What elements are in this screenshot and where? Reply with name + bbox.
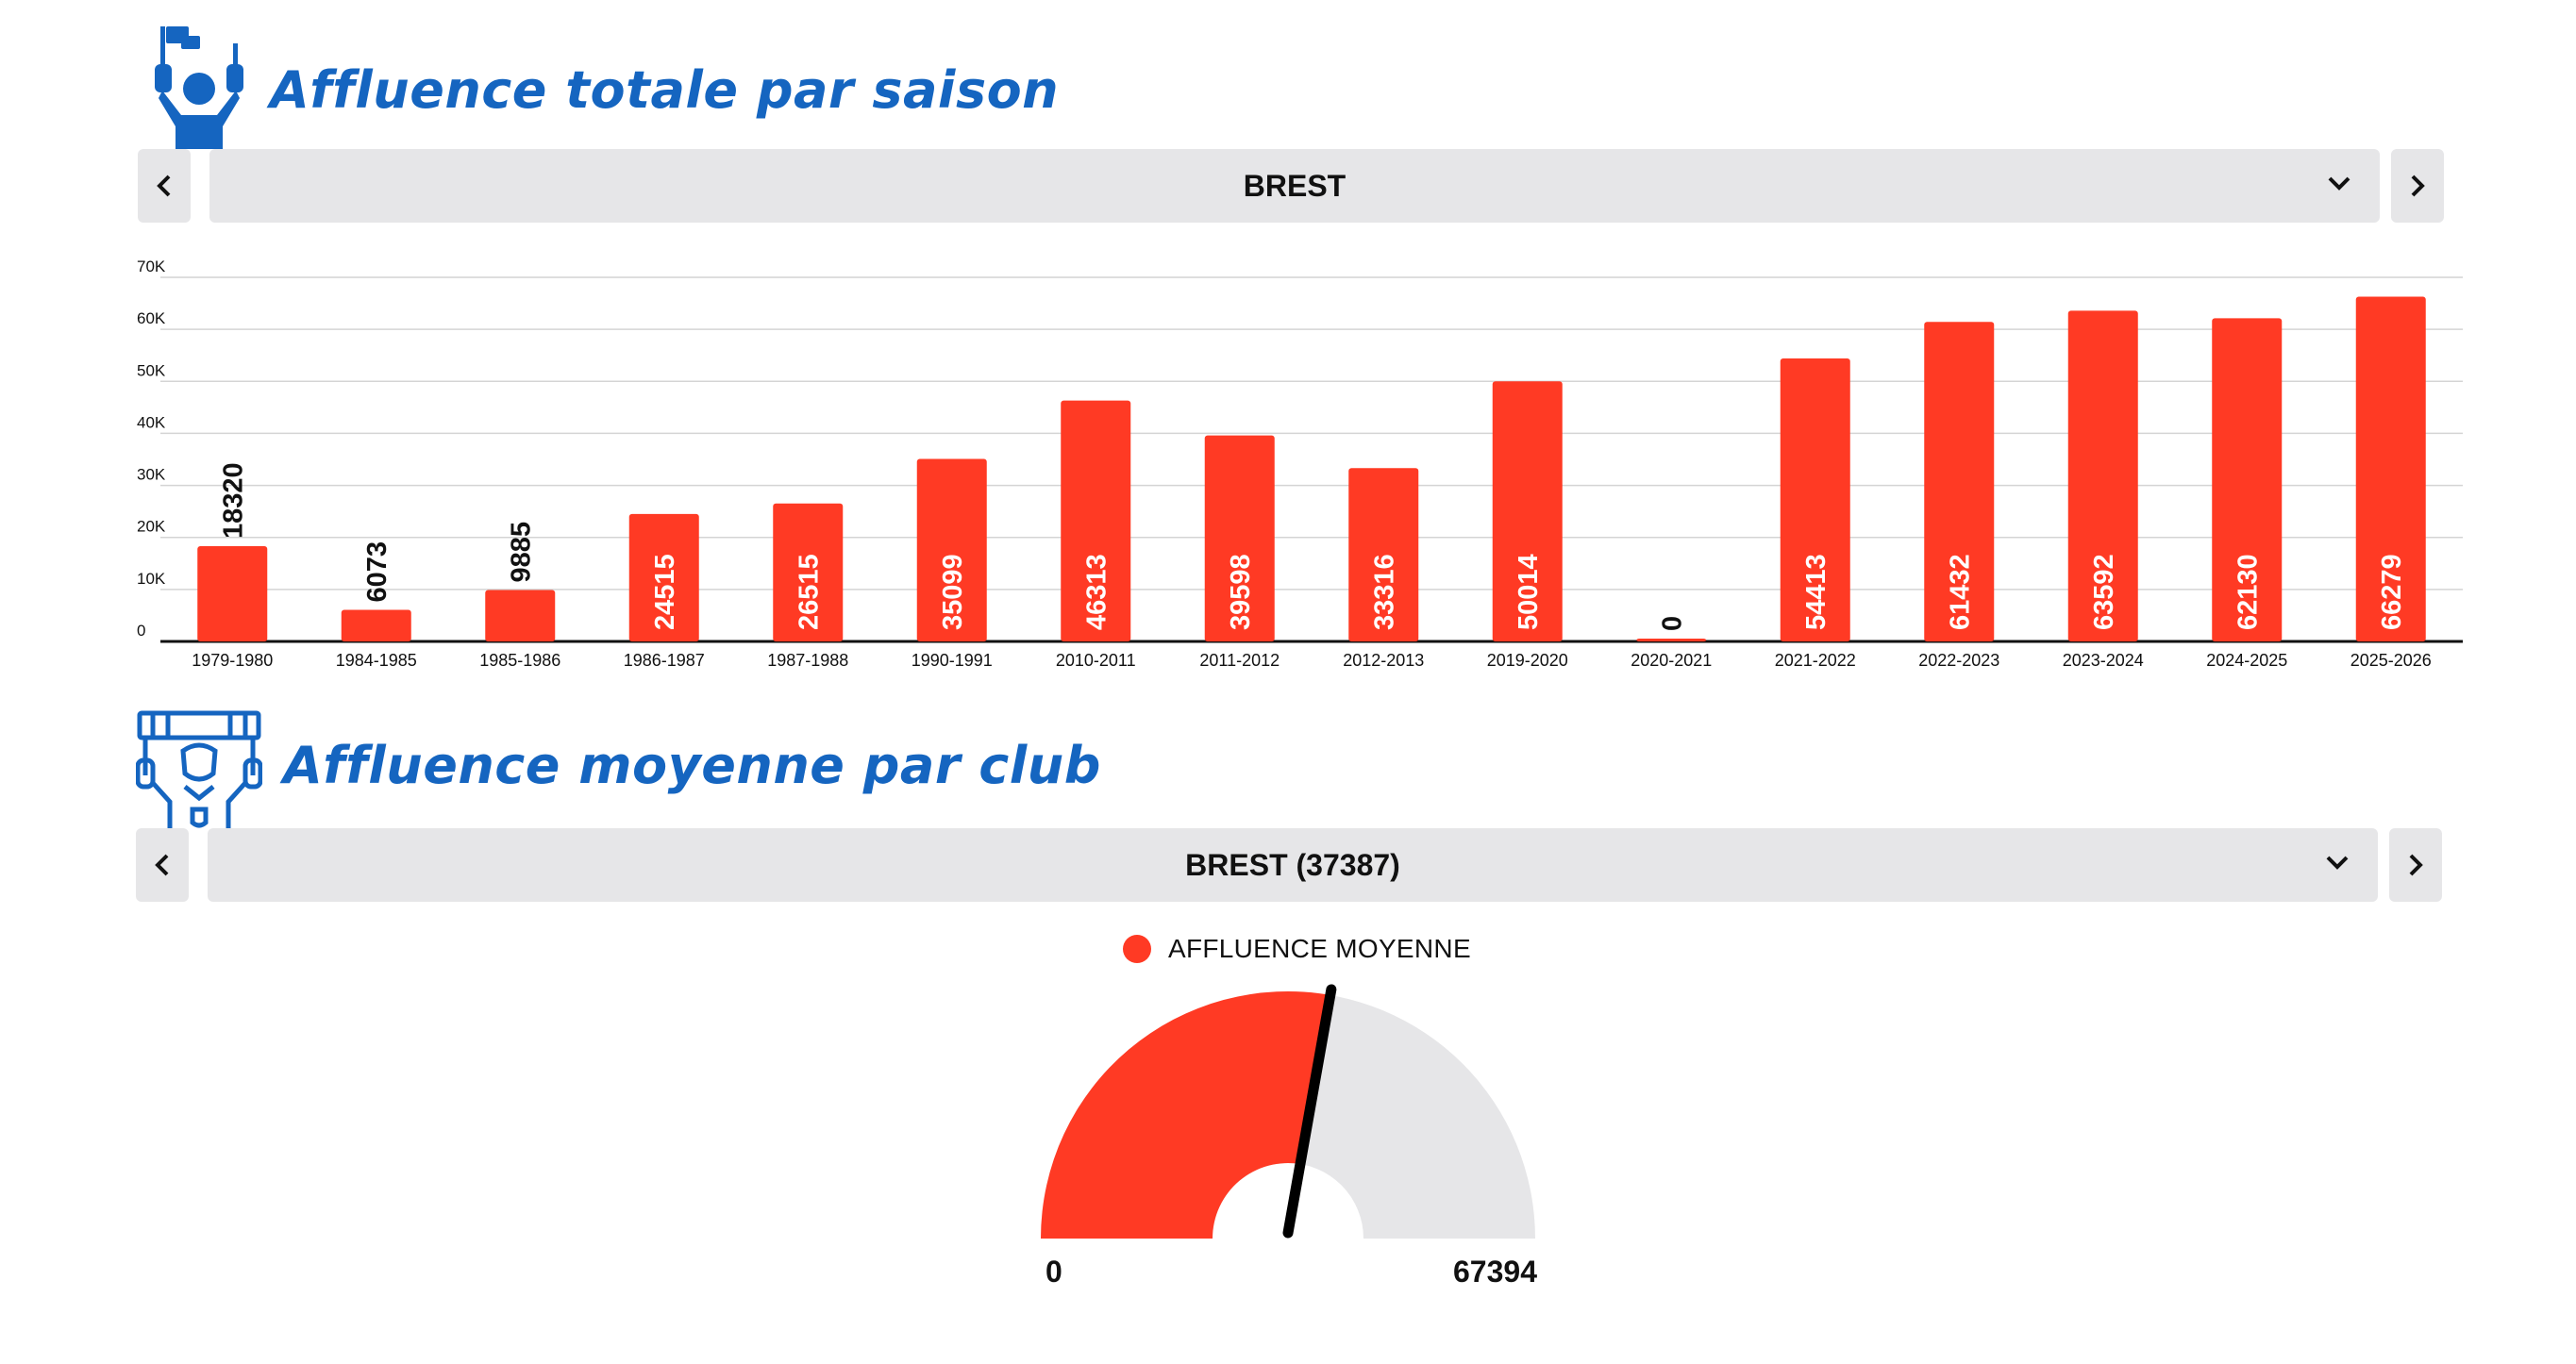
chevron-right-icon bbox=[2409, 854, 2423, 876]
bar-value-label: 63592 bbox=[2089, 554, 2119, 630]
bar-value-label: 61432 bbox=[1945, 554, 1975, 630]
bar[interactable] bbox=[1204, 435, 1275, 641]
section-title-total: Affluence totale par saison bbox=[270, 60, 1060, 120]
chevron-left-icon bbox=[157, 175, 171, 197]
x-tick-label: 2011-2012 bbox=[1199, 651, 1280, 670]
bar[interactable] bbox=[1061, 400, 1131, 641]
bar[interactable] bbox=[2067, 310, 2138, 641]
x-tick-label: 2021-2022 bbox=[1775, 651, 1856, 670]
x-tick-label: 1990-1991 bbox=[912, 651, 993, 670]
bar[interactable] bbox=[916, 458, 987, 641]
prev-club-button[interactable] bbox=[138, 149, 191, 223]
gauge-legend: AFFLUENCE MOYENNE bbox=[1123, 934, 1471, 964]
section-title-average: Affluence moyenne par club bbox=[283, 736, 1101, 795]
bar-value-label: 0 bbox=[1657, 616, 1687, 631]
x-tick-label: 1987-1988 bbox=[767, 651, 848, 670]
bar-value-label: 6073 bbox=[362, 541, 393, 603]
club-average-select-value: BREST (37387) bbox=[1185, 847, 1400, 882]
x-tick-label: 2024-2025 bbox=[2206, 651, 2287, 670]
bar[interactable] bbox=[1636, 639, 1707, 641]
x-tick-label: 2019-2020 bbox=[1487, 651, 1568, 670]
gauge-fill bbox=[1041, 991, 1330, 1239]
bar-value-label: 50014 bbox=[1514, 554, 1544, 630]
bar[interactable] bbox=[485, 590, 556, 641]
x-tick-label: 2022-2023 bbox=[1918, 651, 1999, 670]
y-tick-label: 70K bbox=[137, 258, 166, 275]
bar-value-label: 66279 bbox=[2377, 554, 2407, 630]
legend-label: AFFLUENCE MOYENNE bbox=[1168, 934, 1471, 963]
club-average-select[interactable]: BREST (37387) bbox=[208, 828, 2378, 902]
bar[interactable] bbox=[341, 609, 411, 641]
next-club-average-button[interactable] bbox=[2389, 828, 2442, 902]
bar-value-label: 54413 bbox=[1801, 554, 1832, 630]
club-select[interactable]: BREST bbox=[209, 149, 2380, 223]
fan-banner-icon bbox=[136, 710, 262, 834]
club-select-value: BREST bbox=[1243, 168, 1347, 203]
chevron-down-icon bbox=[2328, 176, 2350, 191]
prev-club-average-button[interactable] bbox=[136, 828, 189, 902]
bar[interactable] bbox=[1492, 381, 1563, 641]
bar-value-label: 9885 bbox=[506, 522, 536, 583]
attendance-bar-chart: 0 10K 20K 30K 40K 50K 60K 70K 1979-1980 18320 1984… bbox=[137, 258, 2463, 670]
y-tick-label: 0 bbox=[137, 622, 145, 640]
bar[interactable] bbox=[1924, 322, 1995, 641]
chevron-left-icon bbox=[155, 854, 169, 876]
x-tick-label: 1984-1985 bbox=[336, 651, 417, 670]
y-tick-label: 10K bbox=[137, 570, 166, 588]
bar-value-label: 33316 bbox=[1369, 554, 1399, 630]
bar-value-label: 26515 bbox=[794, 554, 824, 630]
bar[interactable] bbox=[2355, 296, 2426, 641]
next-club-button[interactable] bbox=[2391, 149, 2444, 223]
chevron-right-icon bbox=[2411, 175, 2425, 197]
bar[interactable] bbox=[1348, 468, 1419, 641]
bar[interactable] bbox=[628, 513, 699, 641]
x-tick-label: 2010-2011 bbox=[1056, 651, 1136, 670]
bar-value-label: 18320 bbox=[218, 462, 248, 539]
bar[interactable] bbox=[1780, 358, 1850, 641]
bar-value-label: 46313 bbox=[1081, 554, 1112, 630]
attendance-gauge bbox=[1041, 984, 1535, 1239]
bar-value-label: 39598 bbox=[1226, 554, 1256, 630]
x-tick-label: 1986-1987 bbox=[624, 651, 705, 670]
bar-value-label: 24515 bbox=[650, 554, 680, 630]
y-tick-label: 60K bbox=[137, 309, 166, 327]
y-tick-label: 30K bbox=[137, 466, 166, 484]
x-tick-label: 1979-1980 bbox=[192, 651, 273, 670]
x-tick-label: 2020-2021 bbox=[1631, 651, 1712, 670]
y-tick-label: 40K bbox=[137, 413, 166, 431]
x-tick-label: 2025-2026 bbox=[2350, 651, 2432, 670]
bar[interactable] bbox=[197, 545, 268, 641]
y-tick-label: 20K bbox=[137, 518, 166, 536]
y-tick-label: 50K bbox=[137, 361, 166, 379]
x-tick-label: 2023-2024 bbox=[2063, 651, 2144, 670]
gauge-min-label: 0 bbox=[1045, 1255, 1062, 1289]
gauge-needle bbox=[1282, 984, 1337, 1239]
bar-value-label: 35099 bbox=[938, 554, 968, 630]
x-tick-label: 2012-2013 bbox=[1343, 651, 1424, 670]
bar-value-label: 62130 bbox=[2233, 554, 2263, 630]
bar[interactable] bbox=[2212, 318, 2283, 641]
fan-flag-icon bbox=[155, 26, 243, 149]
gauge-max-label: 67394 bbox=[1453, 1255, 1537, 1289]
bar[interactable] bbox=[773, 503, 844, 641]
legend-dot-icon bbox=[1123, 935, 1151, 963]
x-tick-label: 1985-1986 bbox=[479, 651, 560, 670]
chevron-down-icon bbox=[2326, 856, 2349, 870]
